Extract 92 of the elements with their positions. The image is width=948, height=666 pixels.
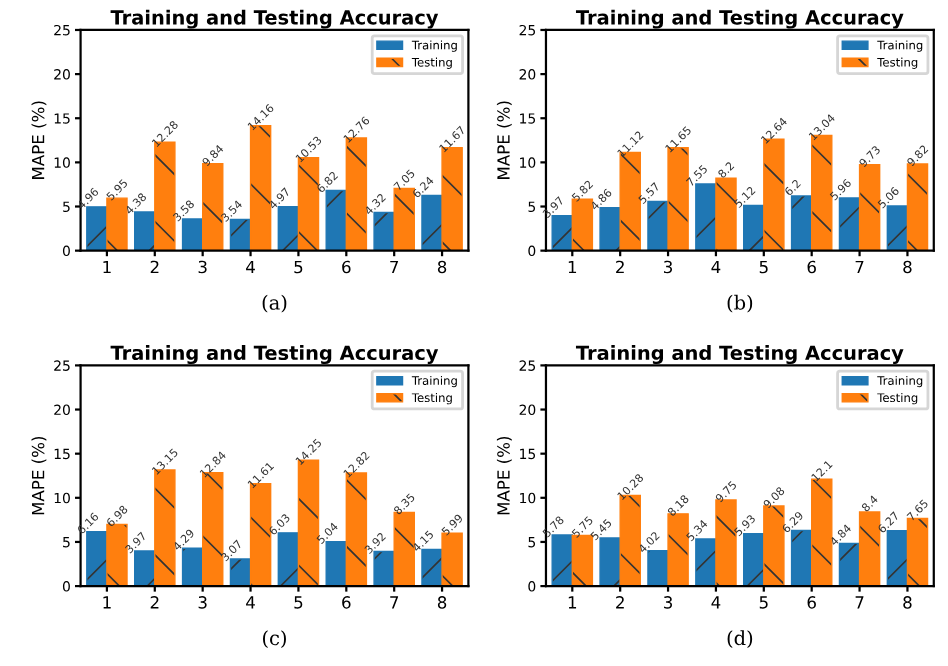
bar [421, 548, 443, 587]
bar [106, 197, 128, 251]
bar [393, 187, 415, 251]
x-tick-label: 4 [711, 596, 721, 609]
bar [229, 558, 252, 587]
bar [858, 164, 881, 251]
x-tick-label: 3 [198, 596, 207, 609]
x-tick-label: 4 [711, 260, 721, 274]
bar [86, 206, 108, 251]
x-tick-label: 8 [437, 260, 447, 274]
x-tick-label: 8 [437, 596, 447, 609]
bar [373, 550, 395, 587]
x-tick-label: 7 [855, 260, 864, 274]
x-tick-label: 5 [294, 260, 303, 274]
x-tick-label: 7 [390, 596, 399, 609]
x-tick-label: 2 [150, 596, 159, 609]
bar [373, 211, 395, 251]
bar [441, 532, 463, 587]
x-tick-label: 5 [294, 596, 303, 609]
bar [133, 550, 156, 587]
bar [421, 194, 443, 251]
x-tick-label: 4 [246, 260, 255, 274]
bar [599, 207, 621, 251]
x-tick-label: 2 [616, 260, 624, 274]
x-tick-label: 8 [903, 260, 912, 274]
bar [86, 531, 108, 587]
bar [743, 204, 765, 251]
bar [838, 542, 861, 587]
bar [599, 537, 621, 587]
x-tick-label: 2 [616, 596, 624, 609]
x-tick-label: 7 [855, 596, 864, 609]
x-tick-label: 8 [903, 596, 912, 609]
bar [763, 505, 785, 587]
x-tick-label: 3 [664, 260, 673, 274]
text: (b) [727, 294, 753, 313]
chart-title: Training and Testing Accuracy [110, 9, 439, 29]
x-tick-label: 1 [568, 596, 577, 609]
y-axis-title: MAPE (%) [496, 101, 512, 179]
bar [715, 499, 737, 587]
x-tick-label: 1 [568, 260, 577, 274]
y-axis-title: MAPE (%) [496, 436, 512, 515]
bar [325, 540, 348, 587]
chart-title: Training and Testing Accuracy [575, 345, 904, 365]
bar [551, 214, 573, 251]
bar [695, 183, 717, 251]
x-tick-label: 6 [342, 260, 351, 274]
bar [695, 538, 717, 587]
x-tick-label: 2 [150, 260, 159, 274]
text: (d) [727, 630, 753, 649]
bar [571, 198, 594, 251]
bar [181, 218, 204, 251]
bar [886, 530, 909, 587]
bar [715, 177, 737, 251]
x-tick-label: 1 [103, 260, 111, 274]
bar [277, 532, 300, 587]
bar [551, 534, 573, 587]
bar [571, 534, 594, 587]
bar [810, 478, 833, 587]
bar [790, 195, 813, 251]
chart-title: Training and Testing Accuracy [575, 9, 904, 29]
bar [133, 211, 156, 251]
x-tick-label: 7 [390, 260, 399, 274]
x-tick-label: 6 [807, 596, 816, 609]
y-axis-title: MAPE (%) [31, 101, 47, 179]
x-tick-label: 4 [246, 596, 255, 609]
bar [790, 529, 813, 587]
text: (a) [262, 294, 287, 313]
bar [886, 205, 909, 251]
y-axis-title: MAPE (%) [31, 436, 47, 515]
bar [647, 200, 669, 251]
bar [229, 218, 252, 251]
x-tick-label: 3 [198, 260, 207, 274]
x-tick-label: 3 [664, 596, 673, 609]
text: (c) [263, 630, 286, 649]
x-tick-label: 5 [759, 260, 768, 274]
bar [277, 206, 300, 251]
x-tick-label: 1 [103, 596, 111, 609]
bar [325, 189, 348, 251]
chart-title: Training and Testing Accuracy [110, 345, 439, 365]
x-tick-label: 5 [759, 596, 768, 609]
bar [906, 163, 929, 251]
bar [393, 511, 415, 587]
bar [201, 163, 224, 251]
bar [838, 197, 861, 251]
bar [106, 523, 128, 587]
bar [647, 549, 669, 587]
bar [906, 517, 929, 587]
bar [858, 511, 881, 587]
x-tick-label: 6 [807, 260, 816, 274]
x-tick-label: 6 [342, 596, 351, 609]
bar [743, 533, 765, 587]
bar [667, 513, 689, 587]
